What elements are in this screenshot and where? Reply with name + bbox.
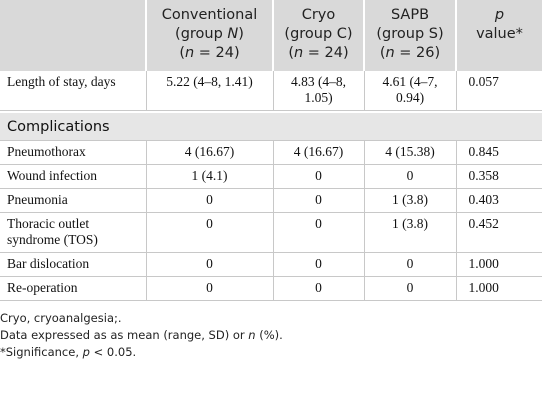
cell: 0 <box>145 276 273 301</box>
cell: 0 <box>363 164 456 189</box>
cell: 0.403 <box>455 188 542 213</box>
row-label: Re-operation <box>0 276 146 301</box>
header-line: (group C) <box>278 25 359 44</box>
table-row: Pneumonia 0 0 1 (3.8) 0.403 <box>0 188 542 213</box>
text: (group S) <box>376 26 444 42</box>
cell: 0 <box>145 252 273 277</box>
italic-text: n <box>184 45 195 61</box>
text: SAPB <box>390 7 430 23</box>
text: = 24) <box>303 45 349 61</box>
footnote: Data expressed as as mean (range, SD) or… <box>0 327 542 344</box>
italic-text: p <box>494 7 505 23</box>
italic-text: n <box>293 45 304 61</box>
cell: 0.057 <box>455 71 542 111</box>
cell: 4.61 (4–7, 0.94) <box>363 71 456 111</box>
header-row: Conventional (group N) (n = 24) Cryo (group … <box>0 0 542 71</box>
header-line: Cryo <box>278 6 359 25</box>
row-label: Pneumothorax <box>0 140 146 165</box>
italic-text: n <box>248 328 256 342</box>
row-label: Wound infection <box>0 164 146 189</box>
text: (%). <box>255 328 283 342</box>
header-cell <box>0 0 146 71</box>
cell: 1 (3.8) <box>363 188 456 213</box>
cell: 1 (3.8) <box>363 212 456 253</box>
text: Data expressed as as mean (range, SD) or <box>0 328 249 342</box>
cell: 0.452 <box>455 212 542 253</box>
cell: 4 (16.67) <box>272 140 364 165</box>
text: ( <box>379 45 386 61</box>
cell: 0 <box>272 212 364 253</box>
cell: 0 <box>272 164 364 189</box>
cell: 0 <box>363 276 456 301</box>
cell: 0 <box>145 212 273 253</box>
footnotes: Cryo, cryoanalgesia;. Data expressed as a… <box>0 310 542 361</box>
table-row: Wound infection 1 (4.1) 0 0 0.358 <box>0 164 542 189</box>
row-label: Length of stay, days <box>0 71 146 111</box>
table-body: Length of stay, days 5.22 (4–8, 1.41) 4.83… <box>0 71 542 301</box>
cell: 0 <box>363 252 456 277</box>
table-row: Length of stay, days 5.22 (4–8, 1.41) 4.83… <box>0 71 542 111</box>
table-row: Thoracic outlet syndrome (TOS) 0 0 1 (3.8) 0… <box>0 212 542 253</box>
italic-text: n <box>385 45 395 61</box>
header-line: value* <box>461 25 538 44</box>
italic-text: N <box>227 26 239 42</box>
cell: 4 (15.38) <box>363 140 456 165</box>
header-line: (n = 24) <box>151 44 268 63</box>
text: Cryo <box>301 7 336 23</box>
header-line: (group S) <box>369 25 451 44</box>
header-cell: Cryo (group C) (n = 24) <box>272 0 364 71</box>
header-cell: SAPB (group S) (n = 26) <box>363 0 456 71</box>
table-row: Re-operation 0 0 0 1.000 <box>0 276 542 301</box>
text: < 0.05. <box>89 345 137 359</box>
text: ( <box>288 45 294 61</box>
text: *Significance, <box>0 345 83 359</box>
footnote: *Significance, p < 0.05. <box>0 344 542 361</box>
text: ) <box>238 26 244 42</box>
cell: 5.22 (4–8, 1.41) <box>145 71 273 111</box>
cell: 0 <box>145 188 273 213</box>
text: = 24) <box>194 45 240 61</box>
header-line: (n = 26) <box>369 44 451 63</box>
header-line: Conventional <box>151 6 268 25</box>
text: value* <box>476 26 523 42</box>
section-row: Complications <box>0 113 542 141</box>
text: Conventional <box>161 7 258 23</box>
text: (group C) <box>284 26 353 42</box>
header-line: (group N) <box>151 25 268 44</box>
cell: 0.358 <box>455 164 542 189</box>
cell: 0 <box>272 252 364 277</box>
text: ( <box>179 45 185 61</box>
header-cell: p value* <box>455 0 542 71</box>
text: (group <box>175 26 228 42</box>
header-cell: Conventional (group N) (n = 24) <box>145 0 273 71</box>
cell: 1 (4.1) <box>145 164 273 189</box>
text: = 26) <box>394 45 441 61</box>
cell: 0 <box>272 188 364 213</box>
cell: 4 (16.67) <box>145 140 273 165</box>
italic-text: p <box>82 345 90 359</box>
row-label: Pneumonia <box>0 188 146 213</box>
text: Cryo, cryoanalgesia;. <box>0 311 122 325</box>
cell: 0.845 <box>455 140 542 165</box>
row-label: Thoracic outlet syndrome (TOS) <box>0 212 146 253</box>
section-label: Complications <box>0 113 542 141</box>
footnote: Cryo, cryoanalgesia;. <box>0 310 542 327</box>
table-row: Pneumothorax 4 (16.67) 4 (16.67) 4 (15.38) 0… <box>0 140 542 165</box>
table-header: Conventional (group N) (n = 24) Cryo (group … <box>0 0 542 71</box>
cell: 0 <box>272 276 364 301</box>
row-label: Bar dislocation <box>0 252 146 277</box>
cell: 1.000 <box>455 276 542 301</box>
header-line: SAPB <box>369 6 451 25</box>
table-row: Bar dislocation 0 0 0 1.000 <box>0 252 542 277</box>
data-table: Conventional (group N) (n = 24) Cryo (group … <box>0 0 542 301</box>
header-line: p <box>461 6 538 25</box>
cell: 1.000 <box>455 252 542 277</box>
cell: 4.83 (4–8, 1.05) <box>272 71 364 111</box>
header-line: (n = 24) <box>278 44 359 63</box>
